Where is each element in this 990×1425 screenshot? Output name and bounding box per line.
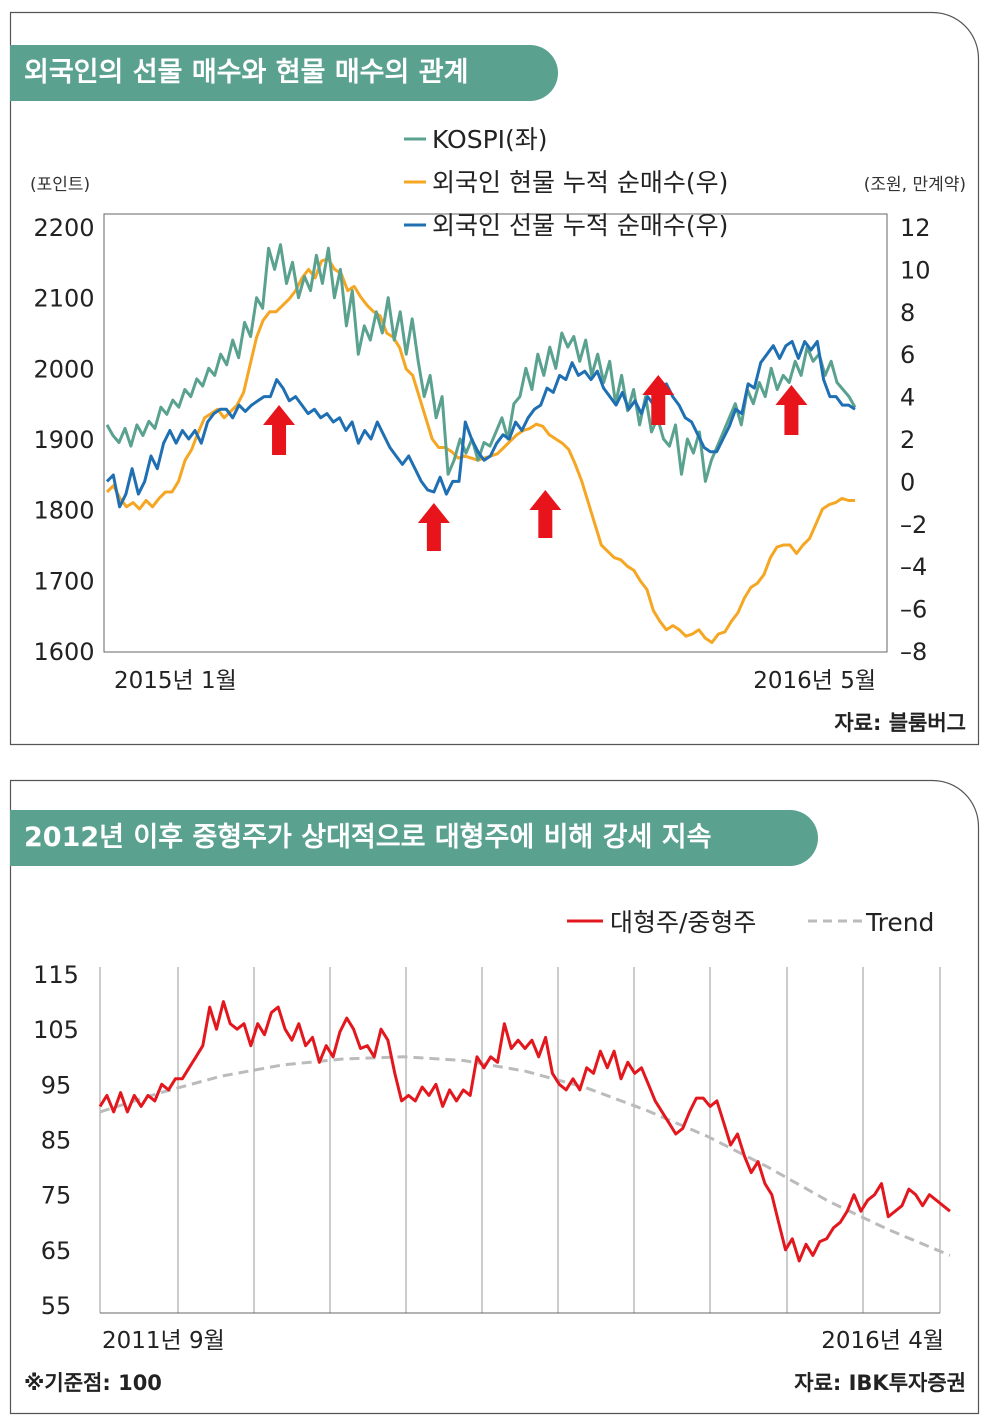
y-tick-label: 65 <box>41 1237 72 1265</box>
up-arrow-icon <box>529 490 562 538</box>
up-arrow-icon <box>775 385 808 435</box>
y-tick-label: 75 <box>41 1182 72 1210</box>
legend-label-ratio: 대형주/중형주 <box>610 908 756 937</box>
left-tick-label: 2200 <box>33 214 94 242</box>
right-tick-label: 4 <box>900 384 915 412</box>
left-tick-label: 1800 <box>33 497 94 525</box>
chart1-source: 자료: 블룸버그 <box>834 711 966 735</box>
legend-label-trend: Trend <box>865 908 934 937</box>
up-arrow-icon <box>263 405 296 455</box>
y-tick-label: 105 <box>33 1016 79 1044</box>
right-tick-label: –8 <box>900 638 927 666</box>
right-tick-label: 6 <box>900 341 915 369</box>
y-tick-label: 85 <box>41 1127 72 1155</box>
series-line-kospi <box>105 243 857 483</box>
chart1-plot-area <box>103 213 888 653</box>
x-start-label-2: 2011년 9월 <box>102 1328 225 1354</box>
right-tick-label: –6 <box>900 596 927 624</box>
right-tick-label: 10 <box>900 256 931 284</box>
chart2-title: 2012년 이후 중형주가 상대적으로 대형주에 비해 강세 지속 <box>10 810 818 866</box>
series-line-futures <box>105 340 856 509</box>
legend-label-kospi: KOSPI(좌) <box>432 125 548 154</box>
right-tick-label: –2 <box>900 511 927 539</box>
left-tick-label: 1700 <box>33 567 94 595</box>
chart1-frame <box>9 11 980 746</box>
chart2-panel: 2012년 이후 중형주가 상대적으로 대형주에 비해 강세 지속 115 105… <box>0 770 990 1425</box>
series-line-trend <box>99 1055 951 1257</box>
y-tick-label: 95 <box>41 1071 72 1099</box>
chart1-plot: 2200 2100 2000 1900 1800 1700 1600 12 10 8 6 4 2 0 –2… <box>30 125 966 735</box>
right-tick-label: –4 <box>900 553 927 581</box>
chart1-panel: 외국인의 선물 매수와 현물 매수의 관계 2200 2100 2000 1900 18… <box>9 11 980 746</box>
right-axis-unit: (조원, 만계약) <box>864 175 966 195</box>
right-tick-label: 0 <box>900 468 915 496</box>
right-tick-label: 2 <box>900 426 915 454</box>
left-tick-label: 2000 <box>33 355 94 383</box>
right-tick-label: 12 <box>900 214 931 242</box>
left-tick-label: 1900 <box>33 426 94 454</box>
legend-label-spot: 외국인 현물 누적 순매수(우) <box>432 168 728 197</box>
x-start-label: 2015년 1월 <box>114 668 237 694</box>
chart2-note: ※기준점: 100 <box>24 1371 162 1395</box>
left-axis-unit: (포인트) <box>30 175 90 195</box>
series-line-ratio <box>98 1000 951 1263</box>
x-end-label: 2016년 5월 <box>753 668 876 694</box>
left-tick-label: 1600 <box>33 638 94 666</box>
series-line-spot <box>105 257 855 644</box>
up-arrow-icon <box>642 375 675 425</box>
right-tick-label: 8 <box>900 299 915 327</box>
y-tick-label: 55 <box>41 1292 72 1320</box>
legend-label-futures: 외국인 선물 누적 순매수(우) <box>432 211 728 240</box>
y-tick-label: 115 <box>33 961 79 989</box>
x-end-label-2: 2016년 4월 <box>821 1328 944 1354</box>
left-tick-label: 2100 <box>33 285 94 313</box>
up-arrow-icon <box>417 503 450 551</box>
chart2-source: 자료: IBK투자증권 <box>794 1371 966 1395</box>
chart1-title: 외국인의 선물 매수와 현물 매수의 관계 <box>10 45 558 101</box>
chart2-frame <box>9 779 980 1415</box>
